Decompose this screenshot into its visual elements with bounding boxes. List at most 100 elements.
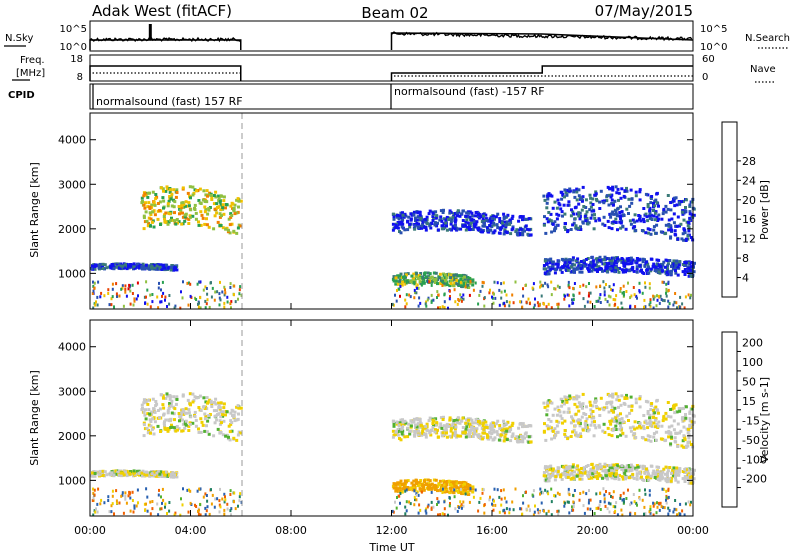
velocity-cell	[579, 432, 582, 436]
velocity-cell	[598, 503, 601, 507]
power-cell	[169, 197, 173, 201]
power-cell	[619, 287, 622, 290]
power-cell	[170, 204, 174, 208]
power-cell	[583, 214, 587, 218]
velocity-cell	[547, 492, 550, 496]
power-cell	[103, 263, 107, 267]
velocity-cell	[173, 426, 177, 430]
time-tick-label: 12:00	[376, 524, 408, 537]
velocity-cell	[635, 464, 639, 467]
power-cell	[498, 217, 502, 220]
velocity-cell	[614, 424, 618, 428]
power-cell	[551, 260, 555, 264]
power-cell	[499, 226, 503, 230]
power-cell	[595, 285, 598, 289]
velocity-cell	[589, 473, 593, 476]
velocity-cell	[560, 398, 564, 402]
velocity-cell	[405, 486, 409, 490]
power-cell	[206, 292, 209, 296]
power-cell	[669, 235, 673, 239]
velocity-cell	[183, 426, 187, 430]
power-cell	[447, 306, 449, 310]
velocity-cell	[459, 434, 463, 438]
power-cell	[602, 215, 606, 219]
power-cell	[143, 206, 147, 210]
velocity-scatter-region	[90, 469, 179, 479]
power-cell	[611, 210, 615, 214]
velocity-cell	[662, 414, 666, 418]
velocity-cell	[654, 405, 658, 409]
velocity-cell	[611, 395, 615, 399]
velocity-cell	[392, 510, 395, 514]
velocity-cell	[496, 488, 499, 492]
power-cell	[536, 301, 539, 305]
power-cell	[665, 270, 669, 274]
power-cell	[682, 227, 686, 231]
time-axis-label: Time UT	[368, 541, 414, 554]
power-cell	[665, 266, 669, 270]
power-cell	[229, 302, 232, 306]
power-cell	[474, 211, 478, 214]
power-cell	[638, 217, 641, 221]
velocity-cell	[572, 505, 575, 508]
power-cell	[525, 227, 529, 231]
power-cell	[148, 267, 152, 271]
power-cell	[183, 219, 187, 223]
power-cell	[659, 294, 662, 298]
velocity-cell	[158, 407, 162, 411]
power-cell	[649, 267, 653, 271]
velocity-cell	[529, 440, 533, 444]
power-cell	[233, 284, 236, 288]
power-cell	[438, 272, 442, 276]
velocity-cell	[399, 489, 402, 493]
power-cell	[682, 238, 686, 242]
power-cell	[419, 281, 423, 285]
power-cell	[162, 206, 165, 210]
power-cell	[458, 281, 462, 285]
velocity-cell	[238, 431, 242, 435]
power-cell	[657, 204, 660, 208]
power-cell	[572, 298, 575, 301]
velocity-cell	[492, 508, 495, 512]
velocity-cell	[197, 427, 200, 431]
power-cell	[416, 283, 419, 287]
power-cell	[412, 272, 416, 276]
velocity-cell	[508, 511, 511, 515]
power-cell	[629, 259, 633, 263]
velocity-cell	[464, 427, 468, 431]
power-cell	[466, 221, 470, 225]
velocity-cell	[416, 418, 420, 422]
velocity-cell	[423, 479, 426, 483]
power-cell	[663, 232, 667, 236]
velocity-cell	[676, 513, 678, 517]
power-cell	[616, 259, 620, 263]
velocity-cell	[620, 394, 624, 398]
power-cell	[164, 295, 167, 299]
velocity-cell	[448, 496, 451, 500]
velocity-cell	[479, 496, 482, 500]
velocity-cell	[468, 488, 472, 492]
power-cell	[399, 282, 402, 286]
power-cell	[228, 231, 232, 235]
power-cell	[168, 212, 172, 216]
power-cell	[170, 216, 173, 220]
power-cell	[654, 218, 657, 222]
velocity-cell	[594, 426, 598, 430]
power-cell	[394, 276, 398, 280]
power-cell	[171, 265, 175, 269]
power-cell	[616, 306, 619, 310]
power-cell	[433, 281, 437, 284]
power-cell	[215, 202, 219, 206]
power-cell	[116, 294, 118, 298]
velocity-cell	[503, 511, 506, 515]
power-cell	[105, 266, 109, 270]
velocity-cell	[689, 443, 693, 446]
velocity-cell	[434, 423, 438, 427]
power-cell	[618, 211, 622, 215]
velocity-cell	[615, 468, 619, 472]
power-cell	[161, 294, 163, 298]
frequency-panel: Freq. [MHz] Nave 18 8 60 0	[12, 54, 776, 83]
velocity-cell	[478, 421, 482, 425]
power-cell	[445, 273, 449, 276]
velocity-cell	[679, 429, 683, 433]
